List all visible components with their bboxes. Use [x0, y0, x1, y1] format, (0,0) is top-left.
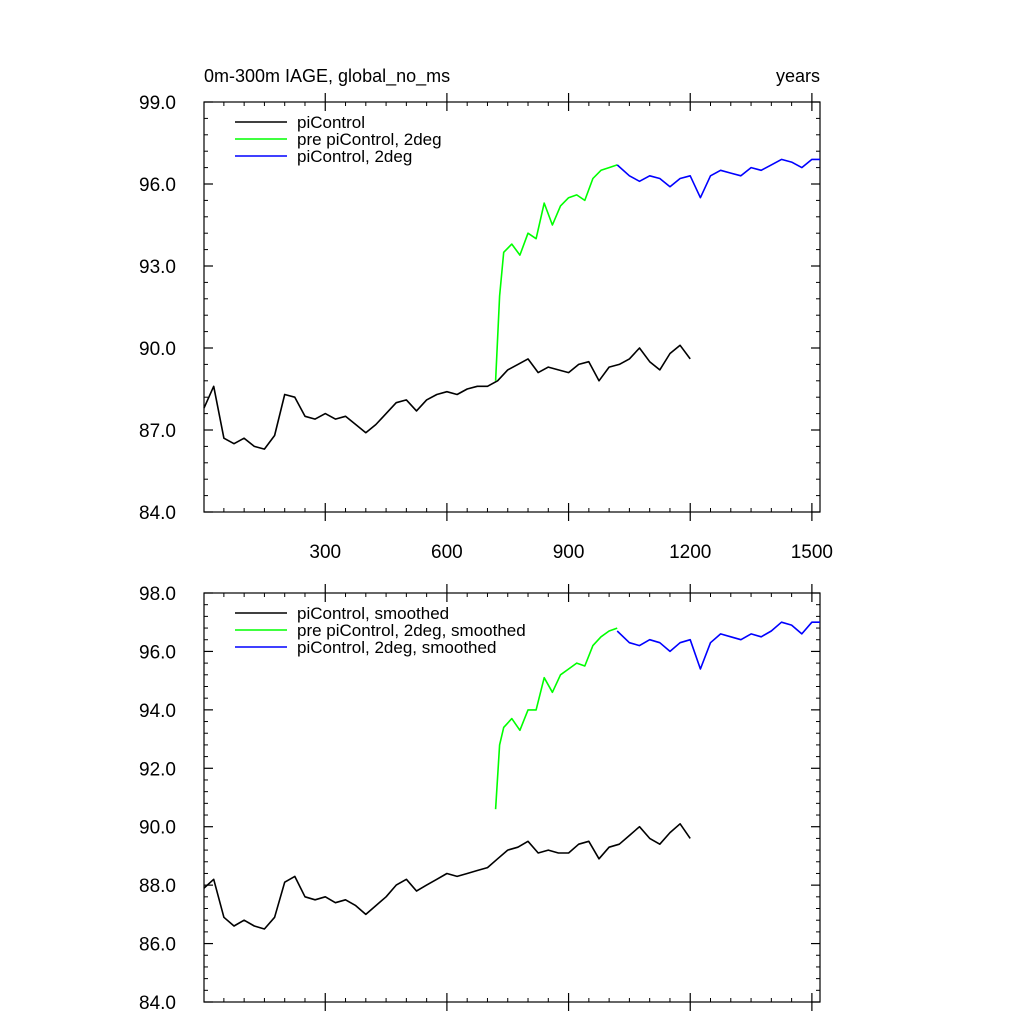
legend-label: piControl, 2deg [297, 147, 412, 166]
y-tick-label: 96.0 [139, 642, 176, 663]
x-tick-label: 300 [309, 542, 341, 563]
legend-label: piControl, 2deg, smoothed [297, 638, 496, 657]
series-line-0 [203, 344, 691, 450]
y-tick-label: 86.0 [139, 935, 176, 956]
y-tick-label: 90.0 [139, 818, 176, 839]
series-line-2 [616, 621, 820, 670]
y-tick-label: 87.0 [139, 421, 176, 442]
plot-frame [203, 592, 821, 1003]
y-tick-label: 96.0 [139, 175, 176, 196]
y-tick-label: 88.0 [139, 876, 176, 897]
legend-label: piControl, smoothed [297, 604, 449, 623]
top-panel: 0m-300m IAGE, global_no_ms years 84.0 87.… [139, 66, 833, 563]
y-tick-label: 92.0 [139, 759, 176, 780]
series-line-1 [494, 164, 618, 381]
y-tick-label: 93.0 [139, 257, 176, 278]
plot-frame [203, 101, 821, 513]
x-tick-label: 900 [553, 542, 585, 563]
series-line-1 [494, 627, 618, 810]
y-tick-label: 99.0 [139, 93, 176, 114]
x-tick-label: 1500 [791, 542, 833, 563]
y-tick-label: 84.0 [139, 503, 176, 524]
y-tick-label: 84.0 [139, 993, 176, 1014]
x-tick-label: 1200 [669, 542, 711, 563]
y-tick-label: 98.0 [139, 584, 176, 605]
chart-title: 0m-300m IAGE, global_no_ms [204, 66, 450, 87]
bottom-panel: 84.0 86.0 88.0 90.0 92.0 94.0 96.0 98.0 piContro… [139, 584, 821, 1014]
series-line-0 [203, 822, 691, 930]
series-line-2 [616, 158, 820, 199]
units-label: years [776, 66, 820, 86]
legend-label: pre piControl, 2deg [297, 130, 442, 149]
x-tick-label: 600 [431, 542, 463, 563]
y-tick-label: 94.0 [139, 701, 176, 722]
y-tick-label: 90.0 [139, 339, 176, 360]
legend-label: pre piControl, 2deg, smoothed [297, 621, 526, 640]
legend-label: piControl [297, 113, 365, 132]
